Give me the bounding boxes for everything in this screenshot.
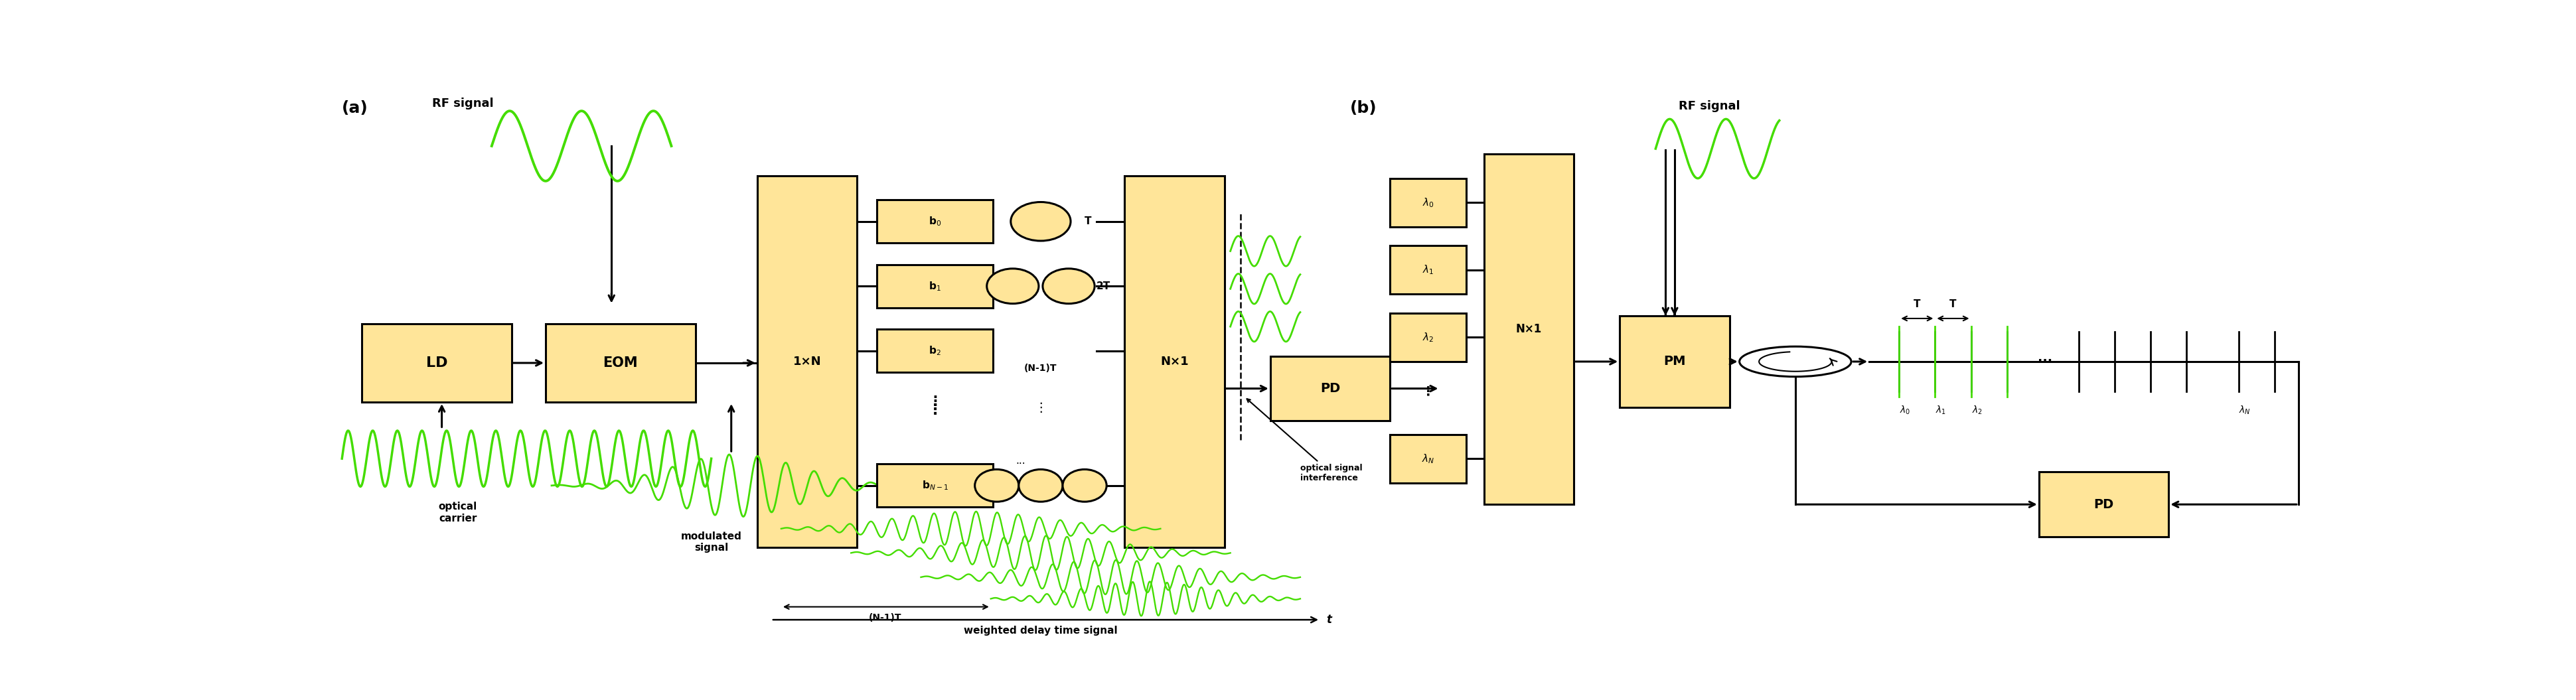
- Text: b$_{N-1}$: b$_{N-1}$: [922, 480, 948, 492]
- Text: PM: PM: [1664, 356, 1685, 368]
- FancyBboxPatch shape: [1620, 316, 1728, 407]
- Text: 2T: 2T: [1097, 281, 1110, 291]
- Text: modulated
signal: modulated signal: [680, 531, 742, 553]
- Text: ⋮: ⋮: [927, 403, 943, 416]
- Ellipse shape: [1018, 470, 1064, 502]
- Text: ···: ···: [2038, 356, 2053, 368]
- FancyBboxPatch shape: [876, 200, 992, 243]
- Text: (b): (b): [1350, 100, 1378, 116]
- Text: T: T: [1950, 300, 1958, 309]
- FancyBboxPatch shape: [1270, 356, 1391, 421]
- Ellipse shape: [1010, 202, 1072, 241]
- Text: 1×N: 1×N: [793, 356, 822, 368]
- Text: RF signal: RF signal: [433, 97, 492, 109]
- FancyBboxPatch shape: [361, 324, 513, 402]
- Text: ⋮: ⋮: [1033, 401, 1048, 414]
- Text: $\lambda_2$: $\lambda_2$: [1971, 405, 1984, 416]
- FancyBboxPatch shape: [546, 324, 696, 402]
- Text: (N-1)T: (N-1)T: [868, 613, 902, 622]
- Text: optical
carrier: optical carrier: [438, 502, 477, 523]
- Text: PD: PD: [1319, 382, 1340, 395]
- FancyBboxPatch shape: [1391, 434, 1466, 483]
- Ellipse shape: [974, 470, 1018, 502]
- FancyBboxPatch shape: [876, 265, 992, 308]
- Text: $\lambda_1$: $\lambda_1$: [1422, 264, 1435, 276]
- FancyBboxPatch shape: [1126, 176, 1224, 547]
- Text: $\lambda_2$: $\lambda_2$: [1422, 331, 1435, 344]
- FancyBboxPatch shape: [1484, 154, 1574, 505]
- Text: ⋮: ⋮: [927, 394, 943, 407]
- Text: $\lambda_N$: $\lambda_N$: [1422, 452, 1435, 465]
- Text: ···: ···: [1015, 459, 1025, 469]
- FancyBboxPatch shape: [1391, 313, 1466, 362]
- FancyBboxPatch shape: [876, 329, 992, 372]
- Text: N×1: N×1: [1515, 323, 1543, 335]
- FancyBboxPatch shape: [1391, 178, 1466, 227]
- Text: $\lambda_0$: $\lambda_0$: [1899, 405, 1911, 416]
- Text: $\lambda_N$: $\lambda_N$: [2239, 405, 2251, 416]
- Text: PD: PD: [2094, 498, 2115, 511]
- Text: ⋮: ⋮: [1422, 385, 1435, 398]
- Text: (a): (a): [343, 100, 368, 116]
- FancyBboxPatch shape: [1391, 246, 1466, 294]
- Text: b$_1$: b$_1$: [930, 280, 940, 293]
- Text: LD: LD: [425, 356, 448, 370]
- Text: b$_0$: b$_0$: [927, 215, 940, 228]
- FancyBboxPatch shape: [2040, 472, 2169, 537]
- Text: (N-1)T: (N-1)T: [1025, 364, 1056, 373]
- Text: optical signal
interference: optical signal interference: [1247, 399, 1363, 482]
- Text: T: T: [1084, 216, 1092, 226]
- Text: $\lambda_1$: $\lambda_1$: [1935, 405, 1947, 416]
- Text: weighted delay time signal: weighted delay time signal: [963, 626, 1118, 636]
- Text: EOM: EOM: [603, 356, 639, 370]
- Text: t: t: [1327, 614, 1332, 626]
- Ellipse shape: [1043, 269, 1095, 304]
- FancyBboxPatch shape: [757, 176, 858, 547]
- Text: N×1: N×1: [1159, 356, 1188, 368]
- Text: b$_2$: b$_2$: [930, 344, 940, 357]
- Text: RF signal: RF signal: [1680, 100, 1741, 112]
- FancyBboxPatch shape: [876, 464, 992, 507]
- Ellipse shape: [1064, 470, 1108, 502]
- Ellipse shape: [987, 269, 1038, 304]
- Text: T: T: [1914, 300, 1922, 309]
- Text: $\lambda_0$: $\lambda_0$: [1422, 197, 1435, 209]
